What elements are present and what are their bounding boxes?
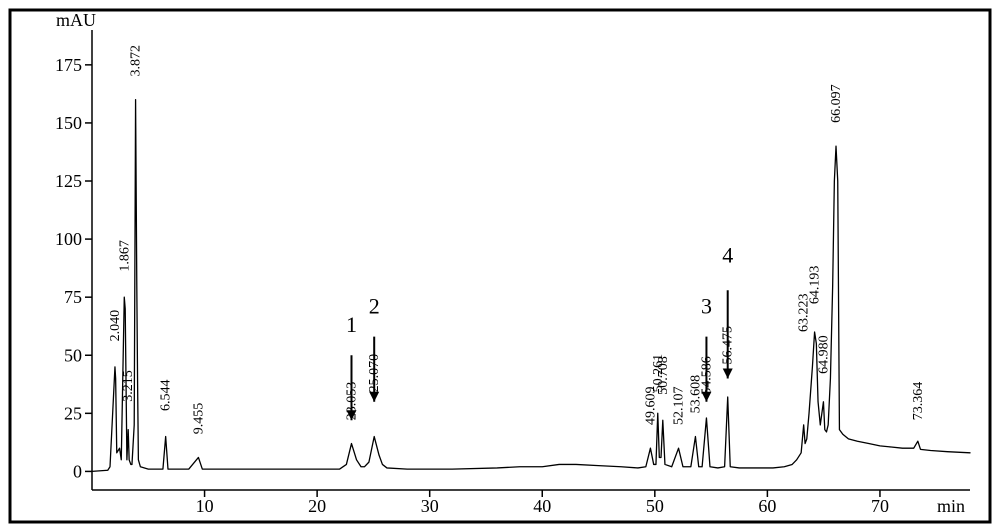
peak-label: 3.215 <box>121 370 136 402</box>
peak-label: 3.872 <box>129 45 144 77</box>
y-tick-label: 0 <box>73 461 82 481</box>
peak-label: 64.193 <box>808 266 823 305</box>
annotation-number: 2 <box>369 293 380 318</box>
y-axis-label: mAU <box>56 10 96 30</box>
peak-label: 64.980 <box>816 335 831 374</box>
y-tick-label: 125 <box>55 171 82 191</box>
x-tick-label: 60 <box>758 496 776 516</box>
annotation-number: 4 <box>722 242 733 267</box>
peak-label: 73.364 <box>911 382 926 421</box>
y-tick-label: 75 <box>64 287 82 307</box>
peak-label: 1.867 <box>117 240 132 272</box>
x-tick-label: 30 <box>421 496 439 516</box>
peak-label: 52.107 <box>672 386 687 425</box>
x-tick-label: 40 <box>533 496 551 516</box>
y-tick-label: 50 <box>64 345 82 365</box>
y-tick-label: 175 <box>55 55 82 75</box>
peak-label: 50.708 <box>656 356 671 395</box>
chromatogram-chart: 0 25 50 75 100 125 150 175 10 20 30 40 50 60 70 mAU min 2… <box>0 0 1000 532</box>
y-tick-label: 150 <box>55 113 82 133</box>
x-axis-label: min <box>937 496 965 516</box>
peak-label: 6.544 <box>159 380 174 412</box>
x-tick-label: 10 <box>196 496 214 516</box>
chart-svg: 0 25 50 75 100 125 150 175 10 20 30 40 50 60 70 mAU min 2… <box>0 0 1000 532</box>
peak-label: 9.455 <box>191 403 206 435</box>
y-tick-label: 100 <box>55 229 82 249</box>
annotation-number: 1 <box>346 312 357 337</box>
x-tick-label: 50 <box>646 496 664 516</box>
annotation-number: 3 <box>701 293 712 318</box>
x-tick-label: 20 <box>308 496 326 516</box>
peak-label: 66.097 <box>829 84 844 123</box>
y-tick-label: 25 <box>64 403 82 423</box>
x-tick-label: 70 <box>871 496 889 516</box>
peak-label: 2.040 <box>108 310 123 342</box>
